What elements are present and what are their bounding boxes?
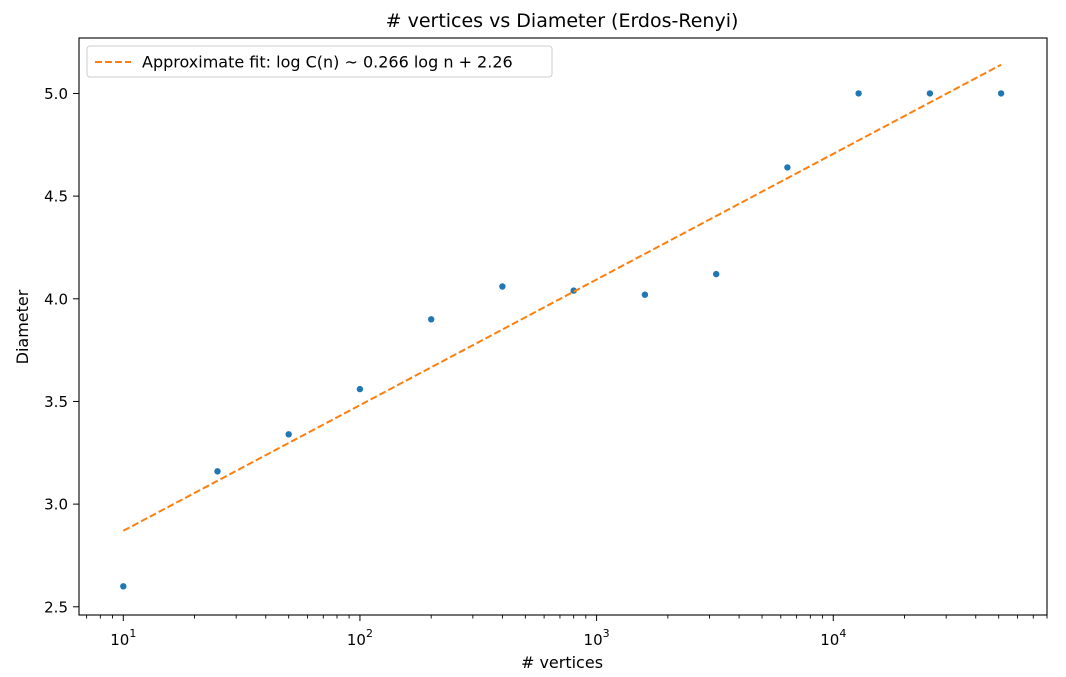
x-tick-label: 101 (110, 627, 136, 649)
x-axis: 101 102 103 104 (86, 615, 1048, 649)
legend-box (86, 45, 553, 78)
data-point (214, 468, 221, 475)
y-tick-label: 3.0 (44, 496, 68, 514)
data-point (713, 270, 720, 278)
legend-label: Approximate fit: log C(n) ~ 0.266 log n … (142, 53, 513, 72)
data-point (499, 283, 506, 290)
data-point (428, 316, 435, 323)
plot-frame (78, 37, 1048, 616)
data-point (855, 90, 862, 97)
chart-title: # vertices vs Diameter (Erdos-Renyi) (386, 10, 739, 32)
data-point (120, 583, 127, 590)
y-axis-label: Diameter (13, 289, 32, 364)
x-tick-label: 102 (347, 627, 373, 649)
legend: Approximate fit: log C(n) ~ 0.266 log n … (86, 45, 553, 78)
plot-area (120, 63, 1005, 590)
data-point (926, 90, 934, 97)
x-axis-label: # vertices (521, 653, 603, 672)
data-point (356, 385, 364, 393)
x-tick-label: 103 (584, 627, 610, 649)
y-tick-label: 2.5 (44, 598, 68, 616)
y-tick-label: 3.5 (44, 393, 68, 411)
x-tick-label: 104 (820, 627, 846, 649)
data-point (997, 90, 1005, 97)
y-tick-label: 5.0 (44, 85, 68, 103)
data-point (285, 431, 292, 438)
y-tick-label: 4.5 (44, 188, 68, 206)
data-point (784, 164, 791, 171)
y-axis: 2.5 3.0 3.5 4.0 4.5 5.0 (44, 85, 79, 616)
fit-line (122, 63, 1002, 532)
data-point (641, 291, 649, 298)
y-tick-label: 4.0 (44, 290, 68, 308)
